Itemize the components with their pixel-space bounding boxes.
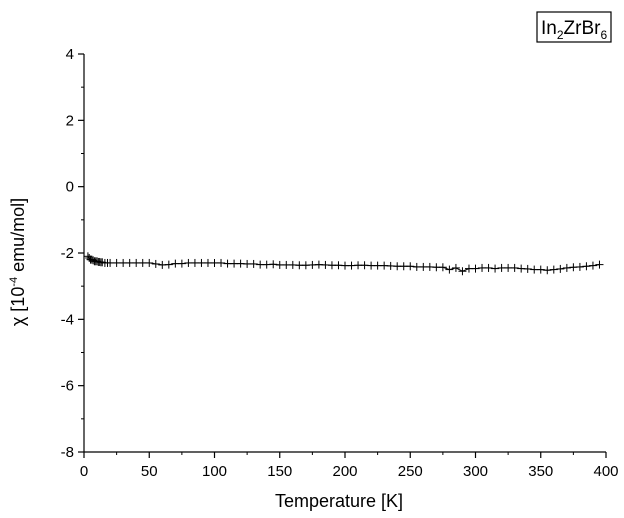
data-point bbox=[269, 260, 278, 269]
data-point bbox=[471, 264, 480, 273]
y-tick-label: 4 bbox=[66, 46, 74, 63]
y-tick-label: -6 bbox=[61, 378, 74, 395]
x-tick-label: 100 bbox=[202, 463, 227, 480]
y-axis-title-suffix: emu/mol] bbox=[8, 198, 28, 277]
data-point bbox=[217, 258, 226, 267]
data-point bbox=[484, 263, 493, 272]
plot-frame bbox=[83, 54, 606, 453]
y-tick-label: -4 bbox=[61, 311, 74, 328]
legend-formula-base1: In bbox=[541, 18, 557, 39]
data-point bbox=[445, 265, 454, 274]
y-axis-title-exponent: -4 bbox=[8, 277, 20, 287]
data-point bbox=[595, 260, 604, 269]
x-tick-label: 200 bbox=[332, 463, 357, 480]
data-point bbox=[575, 262, 584, 271]
legend-box bbox=[536, 11, 612, 43]
data-point bbox=[458, 267, 467, 276]
x-tick-label: 50 bbox=[141, 463, 158, 480]
data-point bbox=[510, 263, 519, 272]
data-point bbox=[249, 259, 258, 268]
data-point bbox=[451, 263, 460, 272]
y-tick-label: -2 bbox=[61, 245, 74, 262]
x-axis-ticks: 0 50 100 150 200 250 300 350 400 bbox=[80, 452, 619, 480]
y-axis-title-prefix: χ [10 bbox=[8, 287, 28, 326]
x-tick-label: 0 bbox=[80, 463, 88, 480]
x-tick-label: 150 bbox=[267, 463, 292, 480]
legend-formula-sub2: 6 bbox=[600, 28, 607, 42]
data-point bbox=[536, 265, 545, 274]
y-tick-label: 2 bbox=[66, 112, 74, 129]
data-point bbox=[151, 259, 160, 268]
data-point bbox=[177, 259, 186, 268]
data-point bbox=[582, 262, 591, 271]
legend-formula: In2ZrBr6 bbox=[541, 18, 607, 42]
y-tick-label: -8 bbox=[61, 444, 74, 461]
data-point bbox=[406, 262, 415, 271]
y-axis-title: χ [10-4 emu/mol] bbox=[8, 198, 28, 326]
data-point bbox=[491, 264, 500, 273]
data-point bbox=[588, 261, 597, 270]
data-point bbox=[438, 263, 447, 272]
data-point bbox=[145, 258, 154, 267]
x-tick-label: 400 bbox=[593, 463, 618, 480]
legend-formula-sub1: 2 bbox=[557, 28, 564, 42]
x-tick-label: 250 bbox=[398, 463, 423, 480]
data-point bbox=[562, 263, 571, 272]
data-point bbox=[543, 266, 552, 275]
data-point bbox=[523, 264, 532, 273]
data-point bbox=[549, 265, 558, 274]
data-point bbox=[556, 264, 565, 273]
y-axis-ticks: -8 -6 -4 -2 0 2 4 bbox=[61, 46, 84, 461]
legend-formula-base2: ZrBr bbox=[564, 18, 602, 39]
data-point bbox=[164, 260, 173, 269]
data-series bbox=[83, 252, 604, 276]
x-axis-title: Temperature [K] bbox=[275, 491, 403, 511]
x-tick-label: 300 bbox=[463, 463, 488, 480]
x-tick-label: 350 bbox=[528, 463, 553, 480]
y-tick-label: 0 bbox=[66, 179, 74, 196]
legend: In2ZrBr6 bbox=[536, 11, 612, 43]
